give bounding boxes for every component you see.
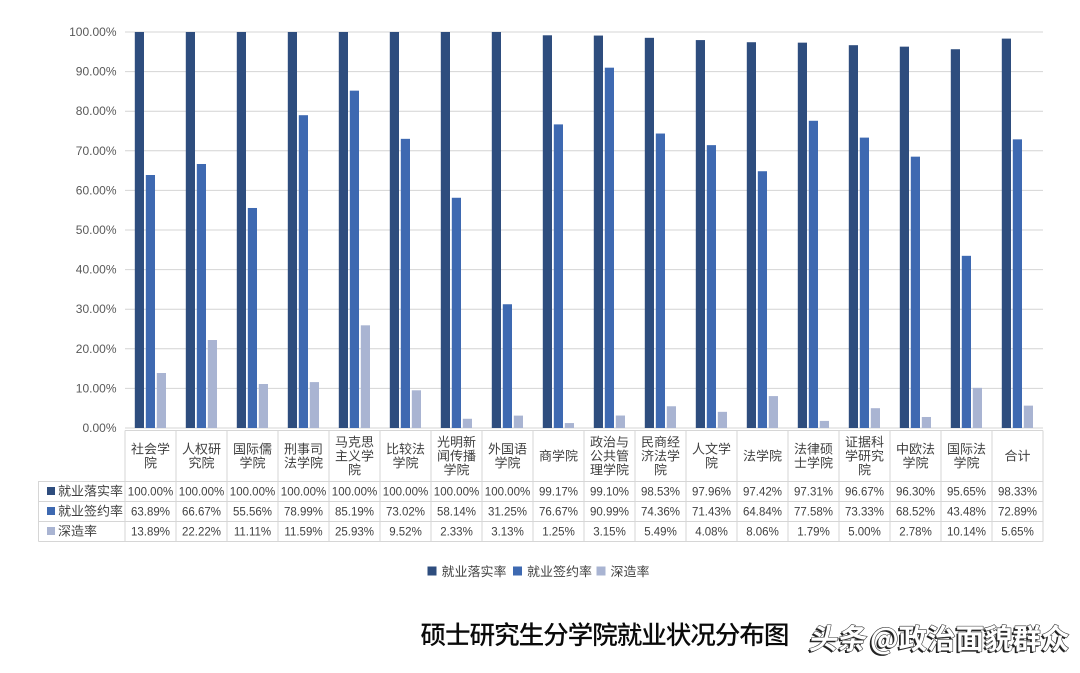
svg-text:100.00%: 100.00% (69, 25, 117, 39)
svg-text:25.93%: 25.93% (335, 527, 374, 539)
svg-text:72.89%: 72.89% (998, 507, 1037, 519)
svg-text:98.53%: 98.53% (641, 487, 680, 499)
svg-text:31.25%: 31.25% (488, 507, 527, 519)
svg-text:11.11%: 11.11% (234, 527, 271, 539)
svg-text:80.00%: 80.00% (76, 104, 117, 118)
svg-text:85.19%: 85.19% (335, 507, 374, 519)
svg-text:2.78%: 2.78% (899, 527, 932, 539)
svg-text:1.25%: 1.25% (542, 527, 575, 539)
svg-text:43.48%: 43.48% (947, 507, 986, 519)
svg-text:100.00%: 100.00% (434, 487, 479, 499)
svg-text:30.00%: 30.00% (76, 302, 117, 316)
svg-text:100.00%: 100.00% (128, 487, 173, 499)
svg-text:90.99%: 90.99% (590, 507, 629, 519)
svg-text:5.00%: 5.00% (848, 527, 881, 539)
svg-text:0.00%: 0.00% (82, 421, 116, 435)
svg-text:99.10%: 99.10% (590, 487, 629, 499)
svg-text:97.42%: 97.42% (743, 487, 782, 499)
svg-text:55.56%: 55.56% (233, 507, 272, 519)
svg-text:100.00%: 100.00% (485, 487, 530, 499)
svg-text:73.33%: 73.33% (845, 507, 884, 519)
svg-text:100.00%: 100.00% (281, 487, 326, 499)
svg-text:10.00%: 10.00% (76, 381, 117, 395)
svg-text:8.06%: 8.06% (746, 527, 779, 539)
svg-text:13.89%: 13.89% (131, 527, 170, 539)
svg-text:3.13%: 3.13% (491, 527, 524, 539)
svg-text:99.17%: 99.17% (539, 487, 578, 499)
svg-text:100.00%: 100.00% (179, 487, 224, 499)
svg-text:70.00%: 70.00% (76, 144, 117, 158)
svg-text:96.30%: 96.30% (896, 487, 935, 499)
svg-text:50.00%: 50.00% (76, 223, 117, 237)
svg-text:78.99%: 78.99% (284, 507, 323, 519)
svg-text:5.65%: 5.65% (1001, 527, 1034, 539)
svg-text:100.00%: 100.00% (230, 487, 275, 499)
svg-text:90.00%: 90.00% (76, 65, 117, 79)
svg-text:68.52%: 68.52% (896, 507, 935, 519)
svg-text:73.02%: 73.02% (386, 507, 425, 519)
svg-text:64.84%: 64.84% (743, 507, 782, 519)
svg-text:20.00%: 20.00% (76, 342, 117, 356)
svg-text:98.33%: 98.33% (998, 487, 1037, 499)
svg-text:77.58%: 77.58% (794, 507, 833, 519)
svg-text:74.36%: 74.36% (641, 507, 680, 519)
svg-text:11.59%: 11.59% (284, 527, 322, 539)
svg-text:22.22%: 22.22% (182, 527, 221, 539)
svg-text:63.89%: 63.89% (131, 507, 170, 519)
svg-text:66.67%: 66.67% (182, 507, 221, 519)
svg-text:76.67%: 76.67% (539, 507, 578, 519)
svg-text:97.31%: 97.31% (794, 487, 833, 499)
svg-text:40.00%: 40.00% (76, 263, 117, 277)
svg-text:9.52%: 9.52% (389, 527, 422, 539)
svg-text:1.79%: 1.79% (797, 527, 830, 539)
svg-text:100.00%: 100.00% (332, 487, 377, 499)
svg-text:2.33%: 2.33% (440, 527, 473, 539)
svg-text:100.00%: 100.00% (383, 487, 428, 499)
svg-text:5.49%: 5.49% (644, 527, 677, 539)
svg-text:60.00%: 60.00% (76, 183, 117, 197)
svg-text:96.67%: 96.67% (845, 487, 884, 499)
svg-text:97.96%: 97.96% (692, 487, 731, 499)
svg-text:10.14%: 10.14% (947, 527, 986, 539)
svg-text:4.08%: 4.08% (695, 527, 728, 539)
svg-text:71.43%: 71.43% (692, 507, 731, 519)
svg-text:58.14%: 58.14% (437, 507, 476, 519)
svg-text:95.65%: 95.65% (947, 487, 986, 499)
svg-text:3.15%: 3.15% (593, 527, 626, 539)
